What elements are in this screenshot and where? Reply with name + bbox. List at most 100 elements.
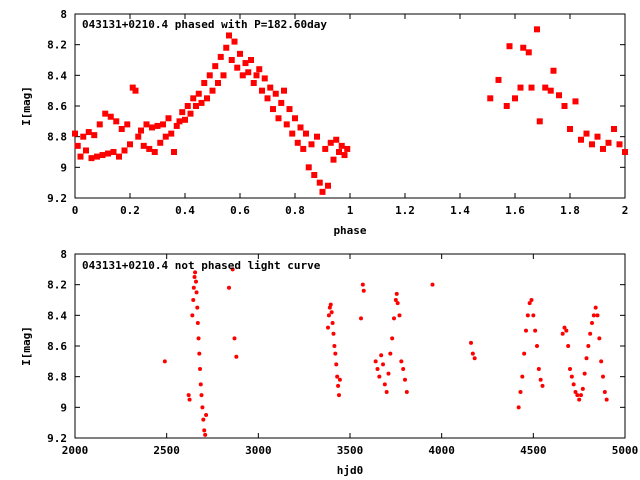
data-point — [197, 351, 202, 356]
data-point — [264, 95, 271, 102]
data-point — [77, 153, 84, 160]
data-point — [162, 133, 169, 140]
data-point — [146, 145, 153, 152]
data-point — [195, 321, 200, 325]
data-point — [203, 432, 208, 437]
x-tick-label: 0.8 — [285, 204, 305, 217]
data-point — [600, 145, 606, 152]
data-point — [118, 126, 125, 132]
data-point — [250, 80, 257, 86]
data-point — [201, 80, 208, 86]
data-point — [562, 325, 567, 330]
data-point — [594, 133, 601, 140]
data-point — [74, 142, 81, 149]
data-point — [270, 106, 276, 113]
data-point — [223, 44, 230, 51]
data-point — [121, 147, 128, 154]
data-point — [344, 145, 351, 152]
data-point — [566, 344, 571, 348]
data-point — [110, 149, 117, 155]
data-point — [99, 152, 106, 159]
data-point — [604, 397, 609, 402]
data-point — [538, 377, 543, 382]
data-point — [149, 124, 155, 131]
data-point — [333, 136, 340, 143]
data-point — [586, 344, 591, 348]
y-tick-label: 9 — [60, 401, 67, 414]
y-tick-label: 8 — [60, 248, 67, 261]
data-point — [329, 310, 334, 315]
data-point — [196, 336, 201, 341]
data-point — [540, 383, 545, 388]
data-point — [399, 359, 404, 364]
data-point — [487, 95, 494, 102]
data-point — [124, 121, 131, 128]
data-point — [204, 95, 210, 102]
data-point — [228, 57, 235, 63]
data-point — [403, 377, 407, 382]
data-point — [379, 353, 384, 358]
data-point — [212, 63, 219, 70]
data-point — [326, 313, 331, 318]
data-point — [560, 331, 565, 336]
data-point — [138, 127, 144, 134]
data-point — [571, 382, 576, 387]
data-point — [512, 95, 518, 102]
data-point — [542, 84, 549, 91]
data-point — [199, 393, 204, 398]
data-point — [105, 150, 111, 157]
data-point — [556, 92, 562, 99]
data-point — [577, 397, 582, 402]
data-point — [534, 26, 540, 33]
data-point — [388, 351, 393, 356]
x-tick-label: 4000 — [428, 444, 455, 457]
data-point — [327, 139, 334, 146]
data-point — [186, 393, 191, 398]
data-point — [375, 367, 380, 371]
data-point — [569, 374, 574, 379]
data-point — [227, 285, 231, 290]
data-point — [582, 371, 587, 376]
x-tick-label: 1.8 — [560, 204, 580, 217]
data-point — [198, 382, 203, 387]
y-tick-label: 9 — [60, 161, 67, 174]
data-point — [107, 113, 114, 120]
data-point — [157, 139, 164, 146]
data-point — [336, 149, 342, 155]
data-point — [198, 367, 203, 371]
data-point — [575, 393, 580, 398]
data-point — [561, 103, 568, 109]
data-point — [292, 115, 298, 122]
data-point — [567, 126, 573, 132]
data-point — [135, 133, 142, 140]
data-point — [470, 351, 475, 356]
data-point — [179, 109, 186, 116]
axis-ticks-unphased: 2000 2500 3000 3500 4000 4500 5000 8 8.2 8.4 8.6 8.… — [47, 248, 638, 457]
y-axis-label-unphased: I[mag] — [20, 326, 33, 366]
data-point — [536, 367, 541, 371]
data-point — [579, 393, 583, 398]
data-point — [191, 298, 196, 302]
data-point — [430, 282, 435, 287]
x-tick-label: 1.4 — [450, 204, 470, 217]
y-tick-label: 8.4 — [47, 309, 67, 322]
data-point — [129, 84, 136, 91]
y-tick-label: 8.6 — [47, 100, 67, 113]
data-point — [132, 87, 139, 94]
data-point — [151, 149, 158, 155]
data-point — [335, 374, 340, 379]
data-point — [140, 142, 147, 149]
data-point — [337, 393, 341, 398]
data-point — [234, 64, 241, 71]
data-point — [401, 367, 406, 371]
data-point — [319, 188, 326, 195]
data-point — [173, 122, 180, 129]
data-point — [272, 90, 279, 97]
data-point — [267, 84, 274, 91]
data-point — [226, 32, 232, 39]
data-point — [591, 313, 596, 318]
data-point — [162, 359, 167, 364]
data-point — [377, 374, 382, 379]
data-point — [314, 133, 320, 140]
data-point — [245, 69, 252, 76]
